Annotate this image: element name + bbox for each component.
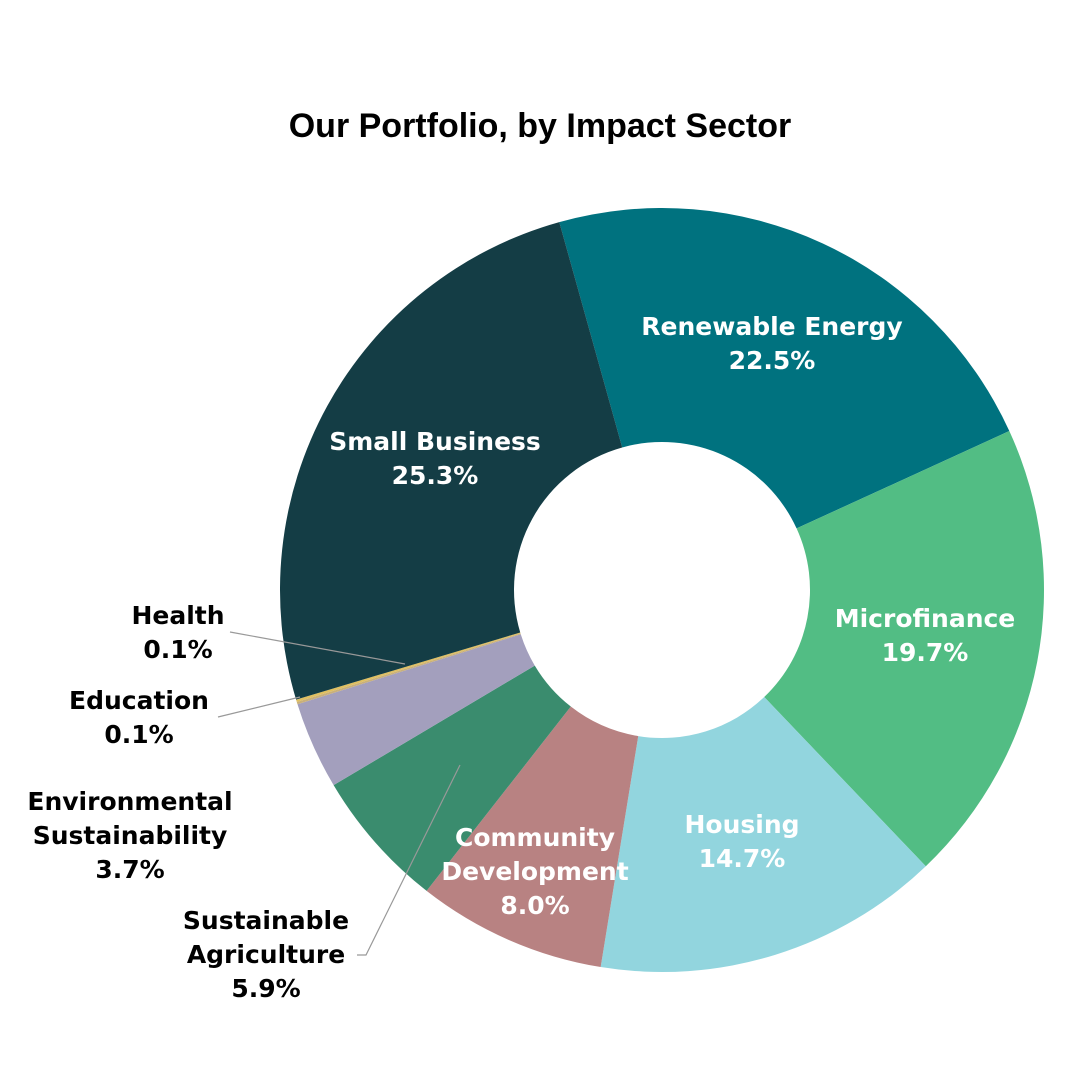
- slice: [296, 633, 521, 705]
- slice-label: Community Development: [441, 823, 628, 886]
- value-label: 8.0%: [500, 891, 569, 920]
- value-label: 3.7%: [95, 855, 164, 884]
- slice: [280, 222, 623, 700]
- value-label: 0.1%: [143, 635, 212, 664]
- slice: [296, 632, 521, 702]
- value-label: 22.5%: [729, 346, 816, 375]
- slice-label: Renewable Energy: [641, 312, 902, 341]
- value-label: 14.7%: [699, 844, 786, 873]
- value-label: 19.7%: [882, 638, 969, 667]
- slice-label: Education: [69, 686, 209, 715]
- slice-label: Environmental Sustainability: [27, 787, 232, 850]
- value-label: 5.9%: [231, 974, 300, 1003]
- slice: [333, 665, 571, 891]
- slice: [559, 207, 1010, 529]
- slice: [764, 430, 1044, 867]
- value-label: 0.1%: [104, 720, 173, 749]
- slice-label: Small Business: [329, 427, 541, 456]
- slice: [426, 706, 639, 968]
- leader-line: [217, 696, 301, 718]
- slice-label: Housing: [684, 810, 799, 839]
- value-label: 25.3%: [392, 461, 479, 490]
- chart-title: Our Portfolio, by Impact Sector: [289, 107, 792, 145]
- leader-line: [357, 764, 461, 956]
- slice: [297, 634, 535, 786]
- slice-label: Microfinance: [835, 604, 1016, 633]
- slice-label: Health: [131, 601, 224, 630]
- slice-label: Sustainable Agriculture: [183, 906, 349, 969]
- slice: [600, 697, 926, 973]
- leader-line: [229, 631, 406, 665]
